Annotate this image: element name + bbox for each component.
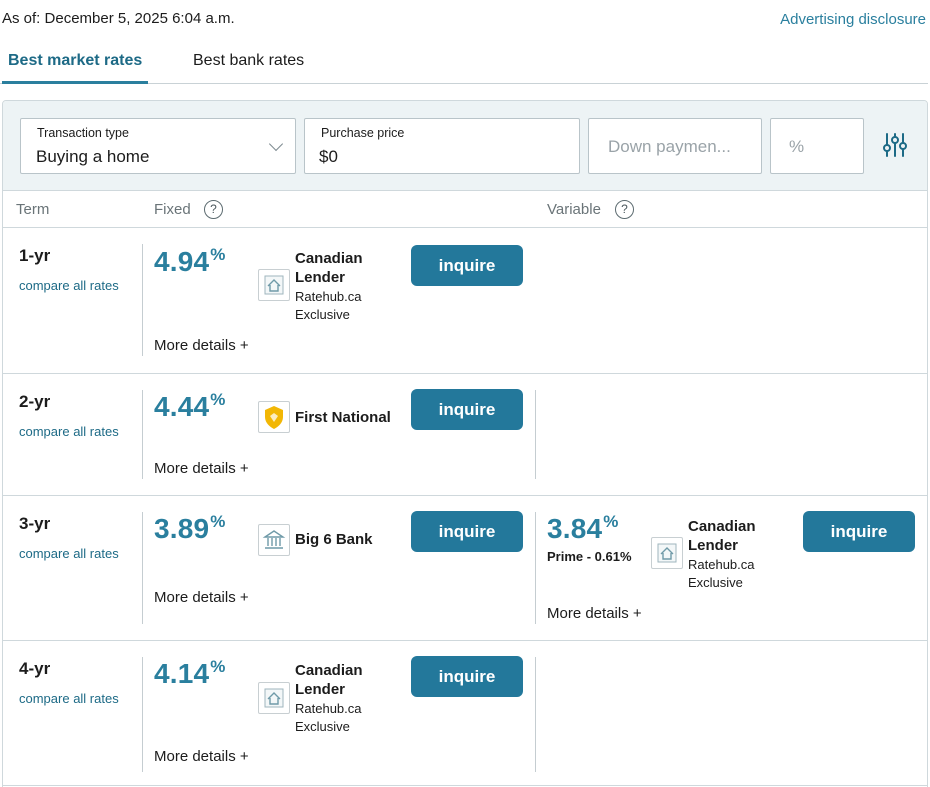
rate-unit: %	[603, 512, 619, 531]
rate-value: 4.14	[154, 658, 210, 689]
inquire-button[interactable]: inquire	[411, 245, 523, 286]
lender-sub-line: Exclusive	[688, 575, 743, 590]
more-details-text: More details +	[154, 589, 249, 606]
fixed-column-header: Fixed	[154, 201, 191, 218]
fixed-rate: 4.44%	[154, 390, 226, 423]
compare-all-rates-link[interactable]: compare all rates	[19, 278, 119, 293]
down-payment-placeholder: Down paymen...	[608, 137, 731, 156]
column-divider	[535, 390, 536, 479]
transaction-type-value: Buying a home	[36, 147, 150, 166]
inquire-button[interactable]: inquire	[803, 511, 915, 552]
house-icon	[258, 682, 290, 714]
inquire-button[interactable]: inquire	[411, 656, 523, 697]
more-details-link[interactable]: More details +	[154, 460, 249, 477]
filter-bar: Transaction type Buying a home Purchase …	[3, 101, 927, 191]
lender-name-line: Canadian	[688, 518, 756, 535]
prime-spread: Prime - 0.61%	[547, 549, 632, 564]
more-details-link[interactable]: More details +	[154, 589, 249, 606]
rate-value: 4.94	[154, 246, 210, 277]
lender-name: Canadian Lender	[295, 661, 363, 699]
compare-all-rates-link[interactable]: compare all rates	[19, 691, 119, 706]
rate-value: 3.89	[154, 513, 210, 544]
transaction-type-select[interactable]: Transaction type Buying a home	[20, 118, 296, 174]
inquire-button[interactable]: inquire	[411, 389, 523, 430]
purchase-price-label: Purchase price	[321, 126, 405, 140]
column-divider	[142, 390, 143, 479]
compare-all-rates-link[interactable]: compare all rates	[19, 546, 119, 561]
column-divider	[142, 657, 143, 772]
rate-value: 3.84	[547, 513, 603, 544]
lender-sub-line: Ratehub.ca	[295, 701, 362, 716]
filter-sliders-icon[interactable]	[879, 129, 911, 161]
variable-rate: 3.84%	[547, 512, 619, 545]
house-icon	[651, 537, 683, 569]
variable-column-header: Variable	[547, 201, 601, 218]
more-details-link[interactable]: More details +	[154, 337, 249, 354]
lender-name-line: Lender	[295, 269, 346, 286]
more-details-link[interactable]: More details +	[547, 605, 642, 622]
column-divider	[535, 657, 536, 772]
rate-row-1yr: 1-yr compare all rates 4.94% Canadian Len…	[3, 228, 927, 374]
inquire-button[interactable]: inquire	[411, 511, 523, 552]
lender-sub-line: Ratehub.ca	[295, 289, 362, 304]
rate-value: 4.44	[154, 391, 210, 422]
rate-row-3yr: 3-yr compare all rates 3.89% Big 6 Bank …	[3, 496, 927, 641]
tab-best-bank-rates[interactable]: Best bank rates	[193, 52, 305, 69]
transaction-type-label: Transaction type	[37, 126, 129, 140]
lender-sub-line: Ratehub.ca	[688, 557, 755, 572]
rate-unit: %	[210, 245, 226, 264]
advertising-disclosure-link[interactable]: Advertising disclosure	[780, 11, 926, 28]
fixed-rate: 4.14%	[154, 657, 226, 690]
lender-name: First National	[295, 409, 391, 426]
variable-help-icon[interactable]: ?	[615, 200, 634, 219]
bank-building-icon	[258, 524, 290, 556]
term-label: 1-yr	[19, 246, 51, 265]
percent-placeholder: %	[789, 137, 805, 156]
column-divider	[142, 244, 143, 356]
rate-row-2yr: 2-yr compare all rates 4.44% First Natio…	[3, 374, 927, 496]
rate-unit: %	[210, 390, 226, 409]
purchase-price-value: $0	[319, 147, 338, 166]
tab-best-market-rates[interactable]: Best market rates	[1, 52, 149, 84]
column-headers: Term Fixed ? Variable ?	[3, 191, 927, 228]
rate-row-4yr: 4-yr compare all rates 4.14% Canadian Len…	[3, 641, 927, 786]
first-national-shield-icon	[258, 401, 290, 433]
lender-name-line: Canadian	[295, 662, 363, 679]
chevron-down-icon	[268, 136, 284, 152]
fixed-rate: 4.94%	[154, 245, 226, 278]
lender-exclusive-note: Ratehub.ca Exclusive	[295, 288, 362, 324]
rates-panel: Transaction type Buying a home Purchase …	[2, 100, 928, 787]
fixed-help-icon[interactable]: ?	[204, 200, 223, 219]
column-divider	[142, 512, 143, 624]
as-of-timestamp: As of: December 5, 2025 6:04 a.m.	[2, 10, 235, 27]
lender-name-line: Lender	[295, 681, 346, 698]
lender-sub-line: Exclusive	[295, 307, 350, 322]
rate-unit: %	[210, 512, 226, 531]
top-bar: As of: December 5, 2025 6:04 a.m. Advert…	[0, 0, 930, 40]
lender-name-line: Lender	[688, 537, 739, 554]
more-details-link[interactable]: More details +	[154, 748, 249, 765]
lender-name: Canadian Lender	[295, 249, 363, 287]
lender-name: Canadian Lender	[688, 517, 756, 555]
term-label: 4-yr	[19, 659, 51, 678]
purchase-price-input[interactable]: Purchase price $0	[304, 118, 580, 174]
term-column-header: Term	[16, 201, 50, 218]
lender-exclusive-note: Ratehub.ca Exclusive	[688, 556, 755, 592]
lender-name: Big 6 Bank	[295, 531, 373, 548]
rate-unit: %	[210, 657, 226, 676]
rate-tabs: Best market rates Best bank rates	[0, 40, 928, 84]
lender-exclusive-note: Ratehub.ca Exclusive	[295, 700, 362, 736]
compare-all-rates-link[interactable]: compare all rates	[19, 424, 119, 439]
down-payment-input[interactable]: Down paymen...	[588, 118, 762, 174]
house-icon	[258, 269, 290, 301]
down-payment-percent-input[interactable]: %	[770, 118, 864, 174]
lender-name-line: Canadian	[295, 250, 363, 267]
column-divider	[535, 512, 536, 624]
fixed-rate: 3.89%	[154, 512, 226, 545]
term-label: 3-yr	[19, 514, 51, 533]
lender-sub-line: Exclusive	[295, 719, 350, 734]
term-label: 2-yr	[19, 392, 51, 411]
